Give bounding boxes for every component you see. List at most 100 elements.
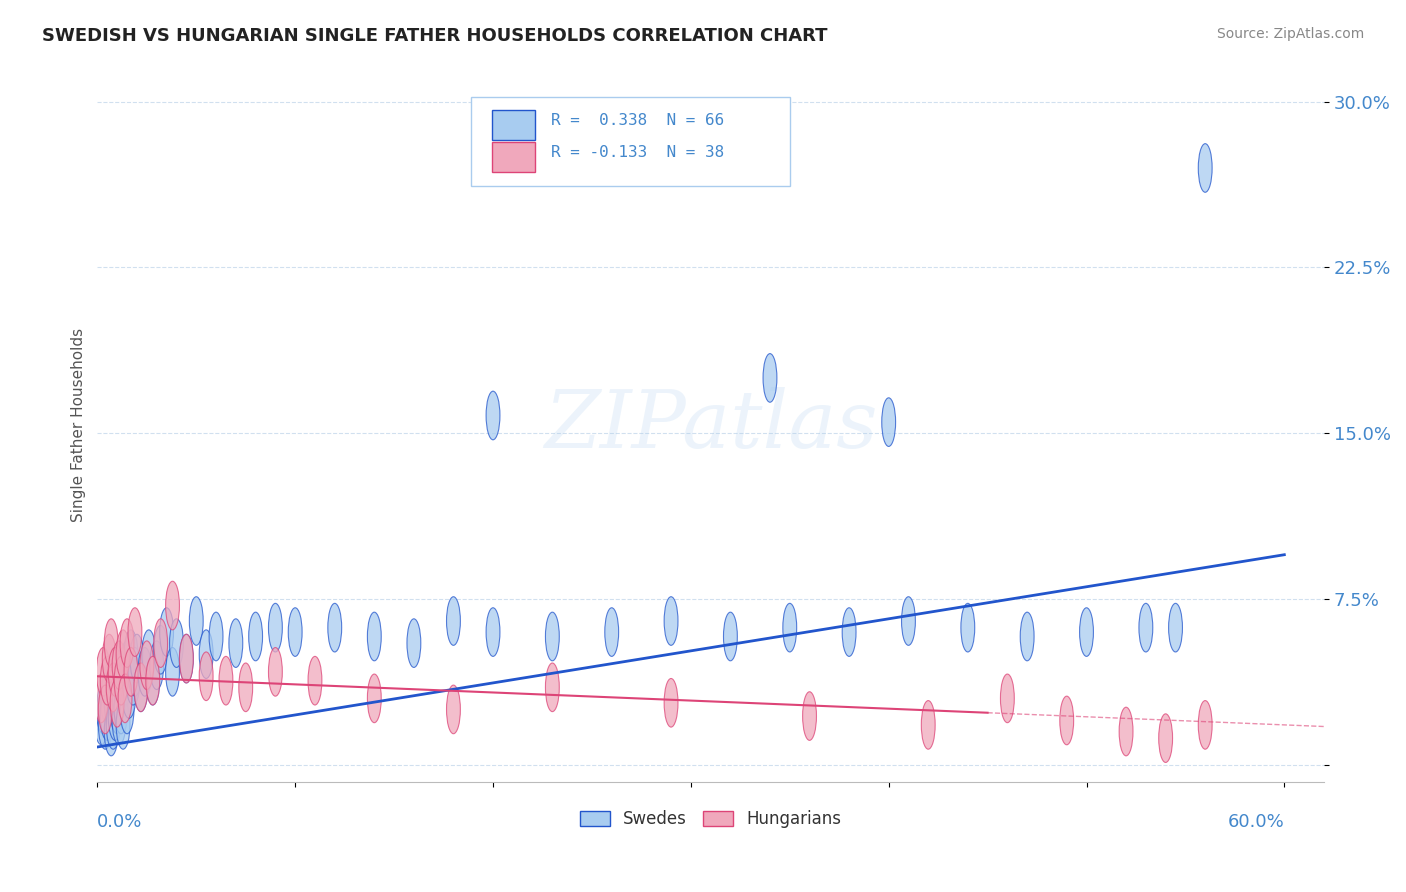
Ellipse shape [180,634,193,683]
Ellipse shape [103,663,117,712]
Ellipse shape [842,607,856,657]
Ellipse shape [406,619,420,667]
Ellipse shape [108,648,122,696]
Ellipse shape [117,648,129,696]
Ellipse shape [112,674,127,723]
Ellipse shape [100,657,114,705]
Ellipse shape [124,648,138,696]
Ellipse shape [98,685,112,734]
Ellipse shape [763,353,778,402]
Ellipse shape [1001,674,1014,723]
Ellipse shape [112,641,127,690]
FancyBboxPatch shape [471,97,790,186]
Ellipse shape [103,634,117,683]
Ellipse shape [288,607,302,657]
Ellipse shape [97,648,110,696]
Ellipse shape [104,707,118,756]
Ellipse shape [108,691,122,740]
Ellipse shape [100,691,114,740]
Ellipse shape [153,625,167,674]
Ellipse shape [901,597,915,645]
Ellipse shape [107,663,120,712]
Ellipse shape [139,641,153,690]
Ellipse shape [166,582,180,630]
Ellipse shape [1060,696,1074,745]
Text: R =  0.338  N = 66: R = 0.338 N = 66 [551,113,724,128]
Ellipse shape [128,607,142,657]
Ellipse shape [170,619,183,667]
Ellipse shape [128,648,142,696]
Ellipse shape [134,663,148,712]
Y-axis label: Single Father Households: Single Father Households [72,328,86,523]
Ellipse shape [146,657,160,705]
Ellipse shape [447,597,460,645]
Ellipse shape [209,612,224,661]
Ellipse shape [803,691,817,740]
Text: 0.0%: 0.0% [97,813,143,831]
Ellipse shape [118,674,132,723]
Ellipse shape [108,652,122,700]
Ellipse shape [114,685,128,734]
Ellipse shape [166,648,180,696]
FancyBboxPatch shape [492,142,536,172]
Ellipse shape [269,648,283,696]
Ellipse shape [724,612,737,661]
Ellipse shape [249,612,263,661]
Ellipse shape [200,652,214,700]
Ellipse shape [114,663,128,712]
Ellipse shape [124,630,138,679]
Ellipse shape [129,634,143,683]
Ellipse shape [118,657,132,705]
Ellipse shape [110,685,124,734]
Ellipse shape [153,619,167,667]
Ellipse shape [120,685,134,734]
Ellipse shape [146,657,160,705]
Text: 60.0%: 60.0% [1227,813,1284,831]
Text: R = -0.133  N = 38: R = -0.133 N = 38 [551,145,724,161]
Ellipse shape [160,607,173,657]
Ellipse shape [104,679,118,727]
Ellipse shape [783,603,797,652]
Ellipse shape [120,641,134,690]
Ellipse shape [546,612,560,661]
Ellipse shape [1139,603,1153,652]
Ellipse shape [142,630,156,679]
Ellipse shape [94,696,108,745]
Ellipse shape [122,670,136,718]
Ellipse shape [1198,144,1212,193]
Ellipse shape [960,603,974,652]
Ellipse shape [138,648,152,696]
Legend: Swedes, Hungarians: Swedes, Hungarians [572,804,848,835]
Ellipse shape [447,685,460,734]
Ellipse shape [1021,612,1033,661]
Ellipse shape [120,619,134,667]
Ellipse shape [107,670,120,718]
Ellipse shape [117,700,129,749]
Ellipse shape [104,619,118,667]
Ellipse shape [110,657,124,705]
Ellipse shape [1168,603,1182,652]
Ellipse shape [486,392,501,440]
Ellipse shape [664,597,678,645]
Ellipse shape [127,657,139,705]
Ellipse shape [112,696,127,745]
Ellipse shape [219,657,233,705]
Ellipse shape [664,679,678,727]
Text: Source: ZipAtlas.com: Source: ZipAtlas.com [1216,27,1364,41]
Ellipse shape [134,663,148,712]
Ellipse shape [94,674,108,723]
Ellipse shape [117,630,129,679]
Ellipse shape [180,634,193,683]
Ellipse shape [546,663,560,712]
Ellipse shape [150,641,163,690]
Ellipse shape [328,603,342,652]
Ellipse shape [882,398,896,446]
Ellipse shape [921,700,935,749]
Ellipse shape [367,612,381,661]
Ellipse shape [486,607,501,657]
Ellipse shape [97,685,110,734]
Ellipse shape [107,700,120,749]
Ellipse shape [605,607,619,657]
Ellipse shape [1159,714,1173,763]
Ellipse shape [1080,607,1094,657]
